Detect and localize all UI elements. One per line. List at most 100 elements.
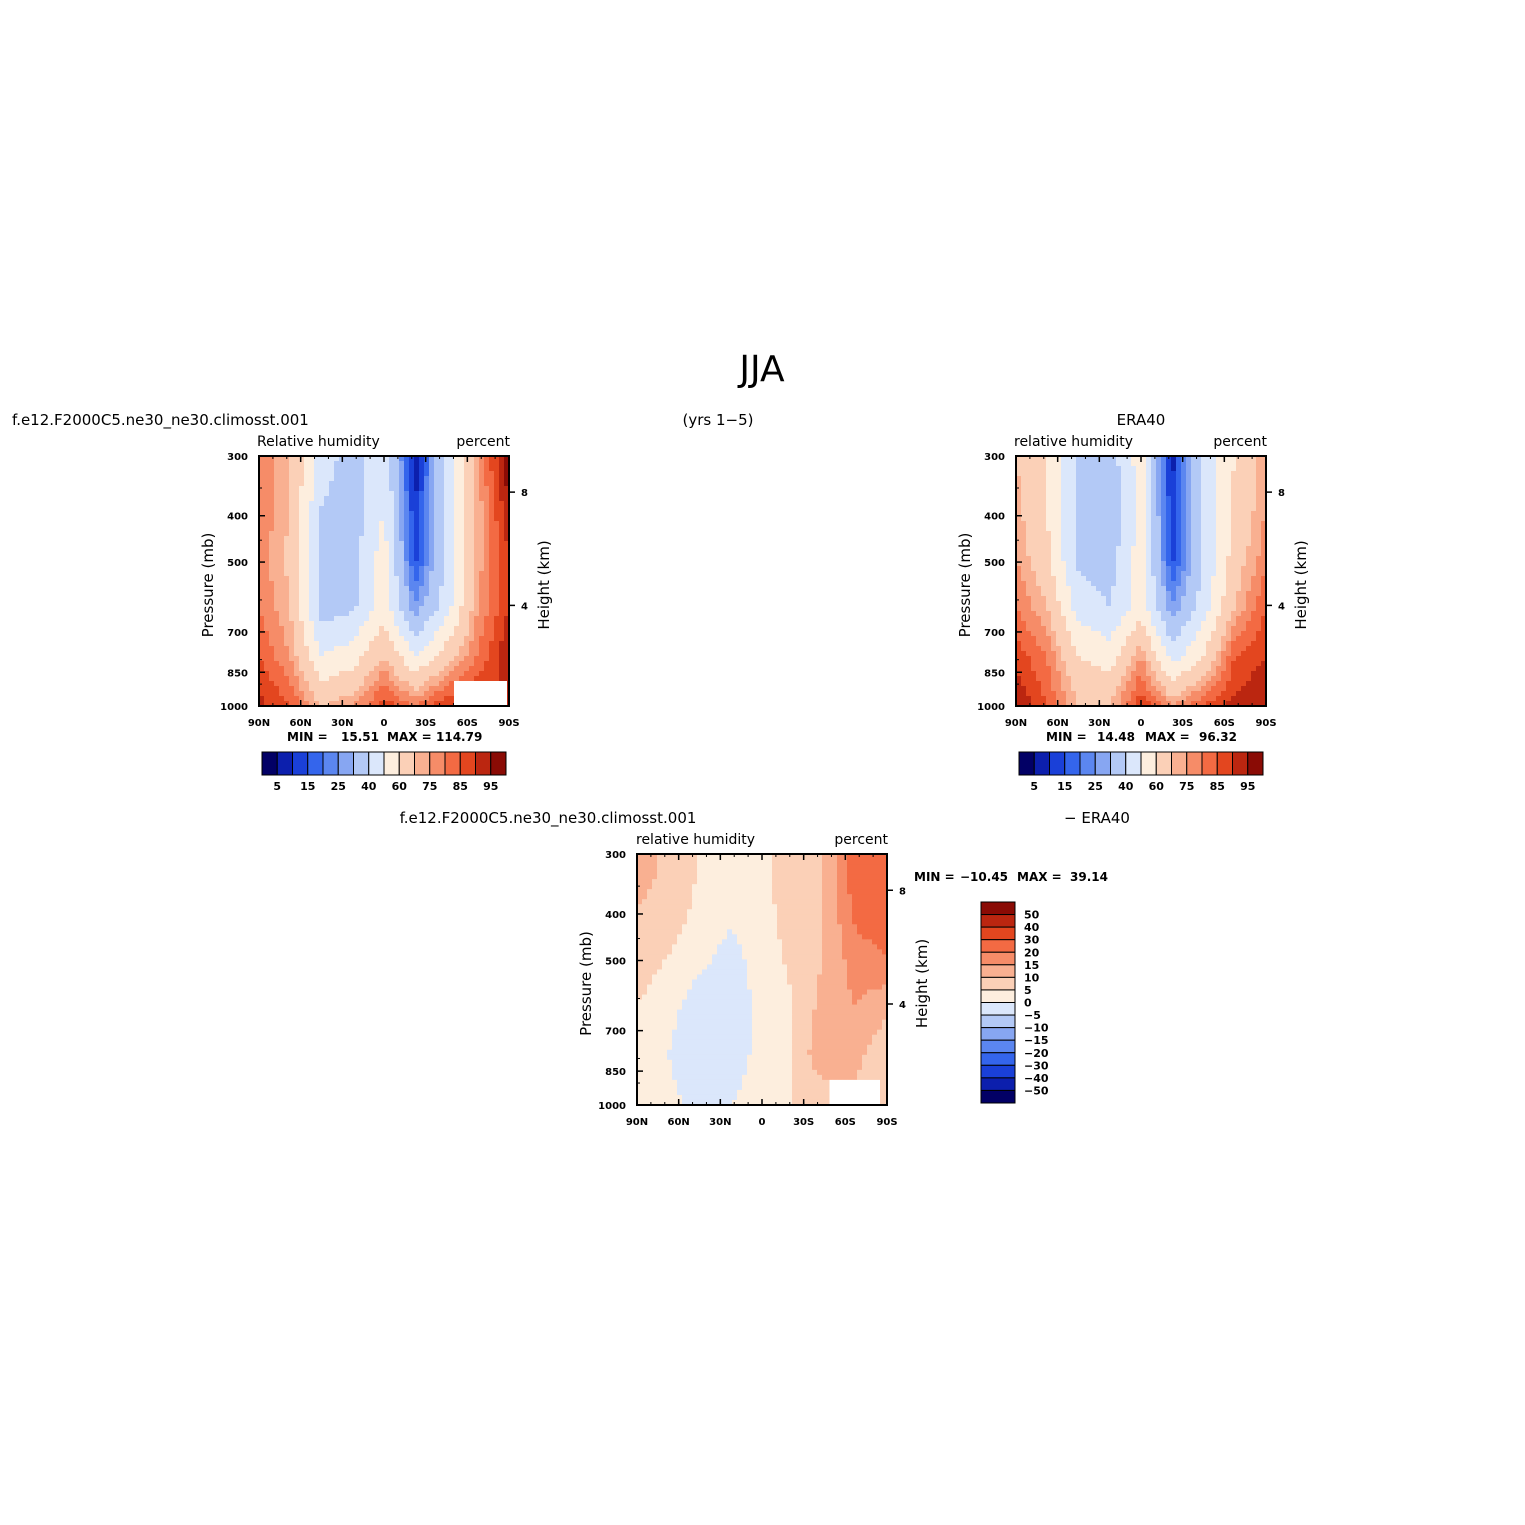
contour-cell	[1106, 636, 1112, 642]
contour-cell	[1081, 661, 1087, 667]
contour-cell	[329, 671, 335, 677]
contour-cell	[1116, 581, 1122, 587]
contour-cell	[1036, 476, 1042, 482]
contour-cell	[1066, 491, 1072, 497]
contour-cell	[1201, 591, 1207, 597]
contour-cell	[364, 616, 370, 622]
contour-cell	[1246, 491, 1252, 497]
contour-cell	[1191, 476, 1197, 482]
contour-cell	[334, 691, 340, 697]
contour-cell	[489, 636, 495, 642]
contour-cell	[1046, 551, 1052, 557]
contour-cell	[354, 651, 360, 657]
contour-cell	[324, 516, 330, 522]
contour-cell	[1246, 466, 1252, 472]
contour-cell	[1031, 506, 1037, 512]
contour-cell	[1051, 591, 1057, 597]
contour-cell	[404, 676, 410, 682]
contour-cell	[489, 656, 495, 662]
contour-cell	[364, 526, 370, 532]
contour-cell	[1076, 456, 1082, 462]
contour-cell	[1056, 461, 1062, 467]
contour-cell	[314, 516, 320, 522]
contour-cell	[1046, 456, 1052, 462]
contour-cell	[264, 551, 270, 557]
contour-cell	[454, 646, 460, 652]
contour-cell	[1136, 626, 1142, 632]
contour-cell	[1201, 531, 1207, 537]
contour-cell	[274, 461, 280, 467]
contour-cell	[1081, 481, 1087, 487]
contour-cell	[1241, 586, 1247, 592]
contour-cell	[339, 566, 345, 572]
contour-cell	[274, 466, 280, 472]
contour-cell	[1036, 546, 1042, 552]
contour-cell	[1146, 651, 1152, 657]
contour-cell	[414, 616, 420, 622]
contour-cell	[279, 656, 285, 662]
contour-cell	[304, 641, 310, 647]
contour-cell	[499, 661, 505, 667]
contour-cell	[1161, 456, 1167, 462]
contour-cell	[399, 626, 405, 632]
contour-cell	[499, 636, 505, 642]
contour-cell	[499, 571, 505, 577]
contour-cell	[449, 651, 455, 657]
contour-cell	[289, 491, 295, 497]
contour-cell	[1051, 601, 1057, 607]
contour-cell	[1156, 616, 1162, 622]
contour-cell	[1236, 566, 1242, 572]
contour-cell	[404, 531, 410, 537]
contour-cell	[404, 636, 410, 642]
contour-cell	[489, 531, 495, 537]
contour-cell	[1181, 626, 1187, 632]
contour-cell	[1071, 606, 1077, 612]
contour-cell	[464, 506, 470, 512]
contour-cell	[364, 666, 370, 672]
contour-cell	[1116, 566, 1122, 572]
contour-cell	[424, 471, 430, 477]
contour-cell	[269, 661, 275, 667]
contour-cell	[1161, 576, 1167, 582]
contour-cell	[1111, 571, 1117, 577]
contour-cell	[1146, 576, 1152, 582]
contour-cell	[1111, 506, 1117, 512]
contour-cell	[404, 506, 410, 512]
contour-cell	[439, 526, 445, 532]
contour-cell	[409, 546, 415, 552]
contour-cell	[444, 576, 450, 582]
contour-cell	[1146, 661, 1152, 667]
contour-cell	[1131, 526, 1137, 532]
contour-cell	[1181, 476, 1187, 482]
contour-cell	[1141, 506, 1147, 512]
contour-cell	[449, 626, 455, 632]
contour-cell	[1211, 481, 1217, 487]
contour-cell	[1181, 566, 1187, 572]
contour-cell	[309, 561, 315, 567]
contour-cell	[359, 661, 365, 667]
contour-cell	[439, 481, 445, 487]
contour-cell	[1221, 566, 1227, 572]
contour-cell	[1226, 631, 1232, 637]
contour-cell	[374, 571, 380, 577]
contour-cell	[474, 556, 480, 562]
contour-cell	[1156, 481, 1162, 487]
contour-cell	[1196, 521, 1202, 527]
contour-cell	[289, 496, 295, 502]
contour-cell	[1096, 531, 1102, 537]
contour-cell	[319, 661, 325, 667]
contour-cell	[334, 606, 340, 612]
contour-cell	[1021, 581, 1027, 587]
contour-cell	[414, 661, 420, 667]
contour-cell	[289, 586, 295, 592]
contour-cell	[1106, 516, 1112, 522]
contour-cell	[354, 566, 360, 572]
contour-cell	[454, 486, 460, 492]
contour-cell	[1116, 576, 1122, 582]
contour-cell	[1061, 606, 1067, 612]
contour-cell	[334, 601, 340, 607]
contour-cell	[434, 676, 440, 682]
contour-cell	[369, 641, 375, 647]
contour-cell	[449, 471, 455, 477]
contour-cell	[1151, 496, 1157, 502]
